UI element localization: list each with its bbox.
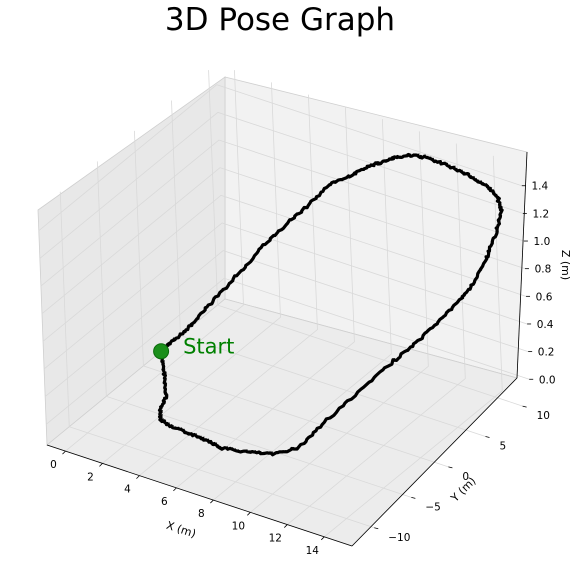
grid-y — [208, 70, 523, 407]
z-tick-label: 0.8 — [535, 264, 552, 276]
axis-panes — [37, 76, 528, 547]
x-tick-label: 14 — [306, 545, 320, 557]
trajectory — [157, 152, 505, 457]
x-tick — [210, 499, 214, 504]
z-tick-label: 1.4 — [531, 181, 548, 193]
x-tick — [62, 450, 66, 455]
grid-y — [96, 161, 412, 498]
grid-z — [42, 194, 527, 342]
x-tick-label: 2 — [87, 471, 94, 483]
y-tick — [374, 527, 379, 530]
x-tick-label: 4 — [124, 484, 131, 496]
z-tick-label: 0.2 — [538, 347, 555, 359]
x-axis-label: X (m) — [165, 519, 198, 541]
y-tick — [522, 405, 527, 408]
y-tick — [411, 496, 416, 499]
grid-z — [40, 139, 525, 287]
chart-title: 3D Pose Graph — [165, 2, 395, 38]
tick-labels: 0 2 4 6 8 10 12 14 −10 −5 0 5 10 0.0 0.2 0.4 0.6 0.8 1.0 1.… — [50, 181, 555, 557]
grid-z — [39, 111, 523, 259]
y-tick-label: −5 — [425, 501, 440, 513]
tick-marks — [62, 185, 534, 541]
y-tick-label: −10 — [388, 532, 410, 544]
grid-z — [41, 167, 526, 314]
start-marker — [153, 343, 170, 360]
x-tick — [136, 475, 140, 479]
x-tick — [173, 487, 177, 492]
x-tick-label: 12 — [269, 533, 282, 545]
start-label: Start — [183, 334, 234, 358]
grid-y — [59, 191, 375, 529]
x-axis-line — [46, 444, 353, 547]
grid-y — [134, 130, 449, 468]
z-tick-label: 0.0 — [539, 374, 556, 386]
x-tick — [247, 512, 251, 516]
y-tick — [448, 466, 453, 469]
x-tick-label: 8 — [198, 508, 205, 520]
z-axis-line — [516, 151, 528, 379]
y-tick-label: 10 — [537, 410, 550, 422]
y-tick — [485, 436, 490, 438]
axis-lines — [46, 151, 528, 547]
y-tick-label: 5 — [500, 441, 507, 453]
grid-z — [45, 277, 530, 425]
x-tick-label: 0 — [50, 459, 57, 471]
z-tick-label: 1.2 — [533, 208, 550, 220]
x-tick — [284, 524, 288, 528]
x-tick — [99, 463, 103, 467]
x-tick-label: 6 — [161, 496, 168, 508]
y-axis-line — [351, 377, 518, 547]
y-tick-label: 0 — [462, 471, 469, 483]
grid-z — [44, 250, 529, 397]
x-tick-label: 10 — [232, 520, 245, 532]
grid-z — [38, 84, 522, 232]
z-tick-label: 0.4 — [537, 319, 554, 331]
z-axis-label: Z (m) — [559, 250, 572, 280]
z-tick-label: 1.0 — [534, 236, 551, 248]
gridlines — [38, 70, 530, 538]
x-tick — [320, 536, 325, 541]
z-tick-label: 0.6 — [536, 291, 553, 303]
grid-z — [43, 222, 528, 370]
